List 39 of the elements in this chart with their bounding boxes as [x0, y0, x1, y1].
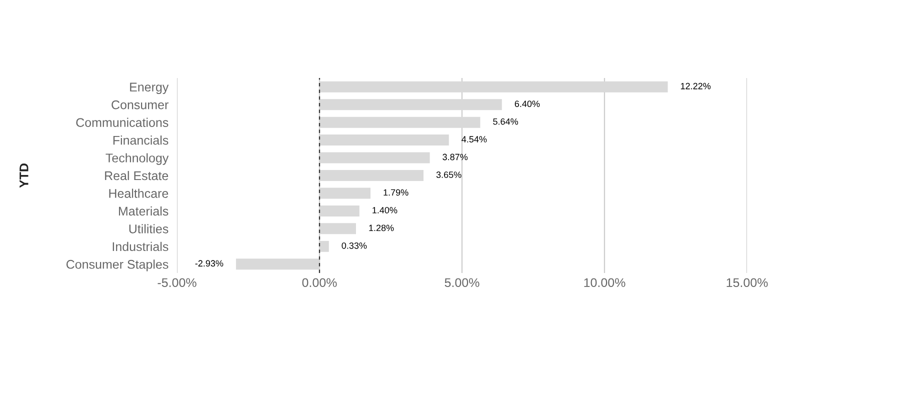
bar	[320, 240, 329, 252]
x-tick-label: 10.00%	[584, 278, 626, 288]
data-label: 5.64%	[493, 118, 518, 125]
bar	[320, 223, 356, 234]
y-tick-label: Utilities	[129, 224, 168, 234]
bar	[320, 188, 371, 199]
data-label: 1.79%	[384, 189, 408, 196]
data-label: 3.65%	[436, 172, 462, 178]
y-tick-label: Materials	[118, 206, 168, 216]
x-tick-label: -5.00%	[158, 278, 196, 288]
y-tick-label: Communications	[76, 118, 168, 127]
data-label: 1.28%	[369, 224, 394, 232]
y-tick-label: Real Estate	[105, 170, 168, 180]
data-label: 1.40%	[372, 206, 398, 214]
y-tick-label: Energy	[130, 82, 169, 94]
y-tick-label: Consumer Staples	[66, 260, 168, 272]
y-tick-label: Healthcare	[109, 188, 168, 198]
y-tick-label: Consumer	[112, 100, 168, 110]
y-tick-label: Technology	[106, 153, 169, 165]
x-tick-label: 15.00%	[726, 278, 768, 288]
bar	[320, 134, 449, 146]
bar	[320, 170, 424, 181]
bar	[320, 99, 502, 110]
data-label: 4.54%	[462, 136, 487, 142]
data-label: -2.93%	[195, 260, 224, 267]
data-label: 0.33%	[342, 242, 367, 249]
bar	[320, 116, 480, 128]
data-label: 12.22%	[680, 82, 711, 90]
bar	[320, 152, 430, 164]
data-label: 6.40%	[514, 100, 540, 108]
y-axis-title: YTD	[20, 164, 28, 188]
bar	[320, 81, 668, 92]
y-tick-label: Industrials	[112, 242, 168, 252]
data-label: 3.87%	[442, 154, 468, 160]
x-tick-label: 5.00%	[444, 278, 480, 288]
bar	[236, 258, 320, 270]
y-tick-label: Financials	[113, 136, 168, 145]
bar	[320, 205, 360, 216]
x-tick-label: 0.00%	[302, 278, 337, 288]
